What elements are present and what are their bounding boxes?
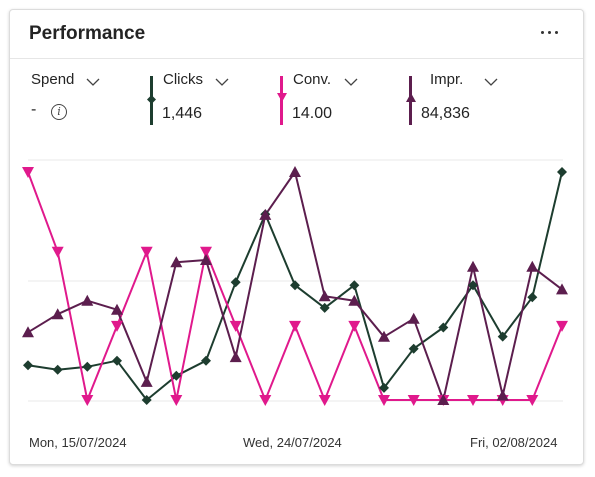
card-title: Performance [29, 23, 146, 44]
metric-impressions-name: Impr. [430, 71, 464, 88]
more-dot [554, 30, 558, 34]
metric-conversions[interactable]: Conv. 14.00 [277, 71, 368, 131]
triangle-down-marker-icon [277, 93, 287, 102]
more-dot [547, 30, 551, 34]
triangle-up-marker-icon [406, 93, 416, 102]
x-axis-label-middle: Wed, 24/07/2024 [243, 435, 342, 450]
metric-clicks-name: Clicks [163, 71, 203, 88]
more-dot [540, 30, 544, 34]
metric-clicks[interactable]: Clicks 1,446 [147, 71, 238, 131]
diamond-marker-icon [147, 95, 156, 104]
x-axis-label-start: Mon, 15/07/2024 [29, 435, 127, 450]
chevron-down-icon[interactable] [215, 78, 229, 86]
metric-spend[interactable]: Spend - i [31, 71, 111, 131]
metric-spend-name: Spend [31, 71, 75, 88]
metric-conversions-name: Conv. [293, 71, 332, 88]
info-icon[interactable]: i [51, 104, 67, 120]
chevron-down-icon[interactable] [344, 78, 358, 86]
chevron-down-icon[interactable] [484, 78, 498, 86]
chevron-down-icon[interactable] [86, 78, 100, 86]
header-divider [10, 58, 583, 59]
metric-impressions-value: 84,836 [421, 105, 470, 122]
metric-spend-value: - [31, 101, 37, 118]
more-options-button[interactable] [535, 20, 563, 44]
metric-conversions-value: 14.00 [292, 105, 333, 122]
x-axis-label-end: Fri, 02/08/2024 [470, 435, 558, 450]
metric-clicks-value: 1,446 [162, 105, 203, 122]
metric-impressions[interactable]: Impr. 84,836 [406, 71, 507, 131]
